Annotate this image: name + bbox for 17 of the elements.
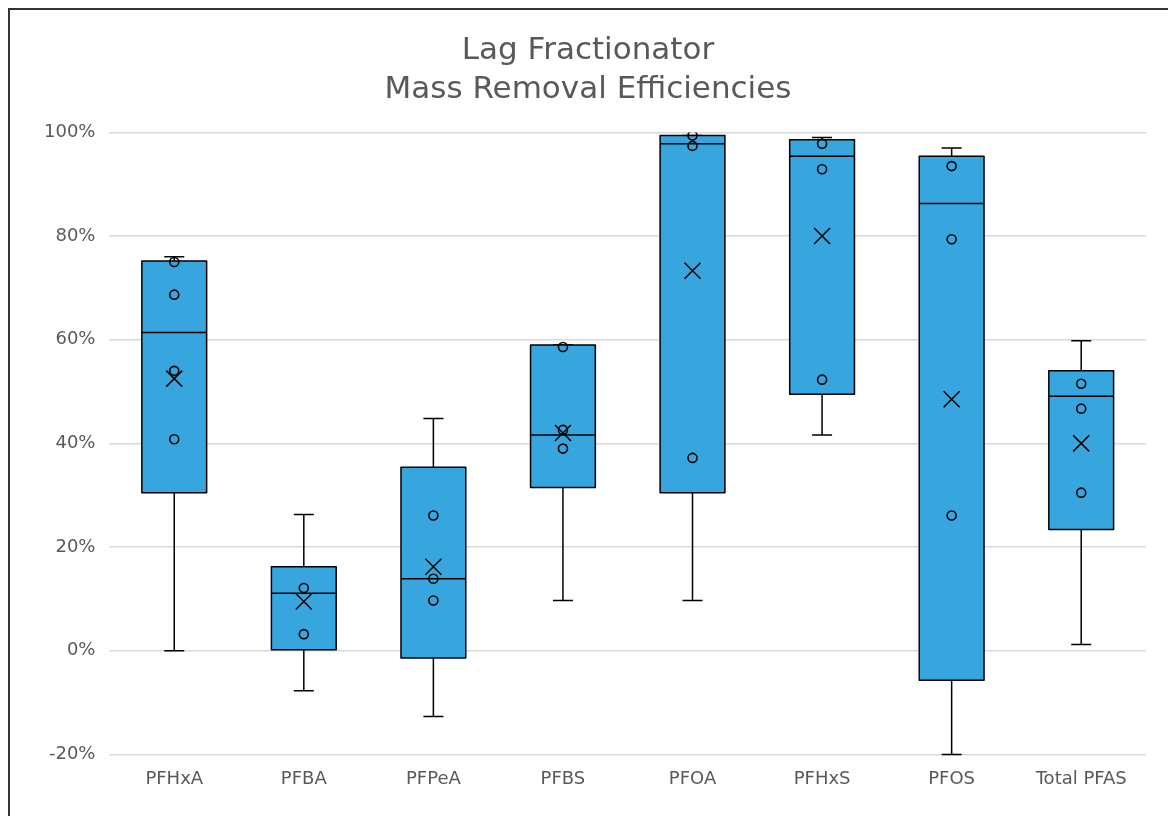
x-tick-label: PFOS: [928, 766, 976, 788]
y-tick-label: 0%: [66, 638, 96, 660]
x-tick-label: PFBS: [540, 766, 586, 788]
chart-title: Lag Fractionator: [461, 29, 715, 66]
x-tick-label: Total PFAS: [1034, 766, 1127, 788]
x-tick-label: PFPeA: [405, 766, 462, 788]
x-tick-label: PFOA: [668, 766, 717, 788]
y-tick-label: 60%: [55, 327, 96, 349]
y-tick-label: 20%: [55, 534, 96, 556]
y-tick-label: 100%: [43, 120, 96, 142]
x-tick-label: PFBA: [280, 766, 328, 788]
chart-subtitle: Mass Removal Efficiencies: [384, 68, 792, 105]
x-tick-label: PFHxS: [793, 766, 851, 788]
y-tick-label: 40%: [55, 431, 96, 453]
y-tick-label: 80%: [55, 223, 96, 245]
x-tick-label: PFHxA: [145, 766, 204, 788]
y-tick-label: -20%: [48, 742, 96, 764]
